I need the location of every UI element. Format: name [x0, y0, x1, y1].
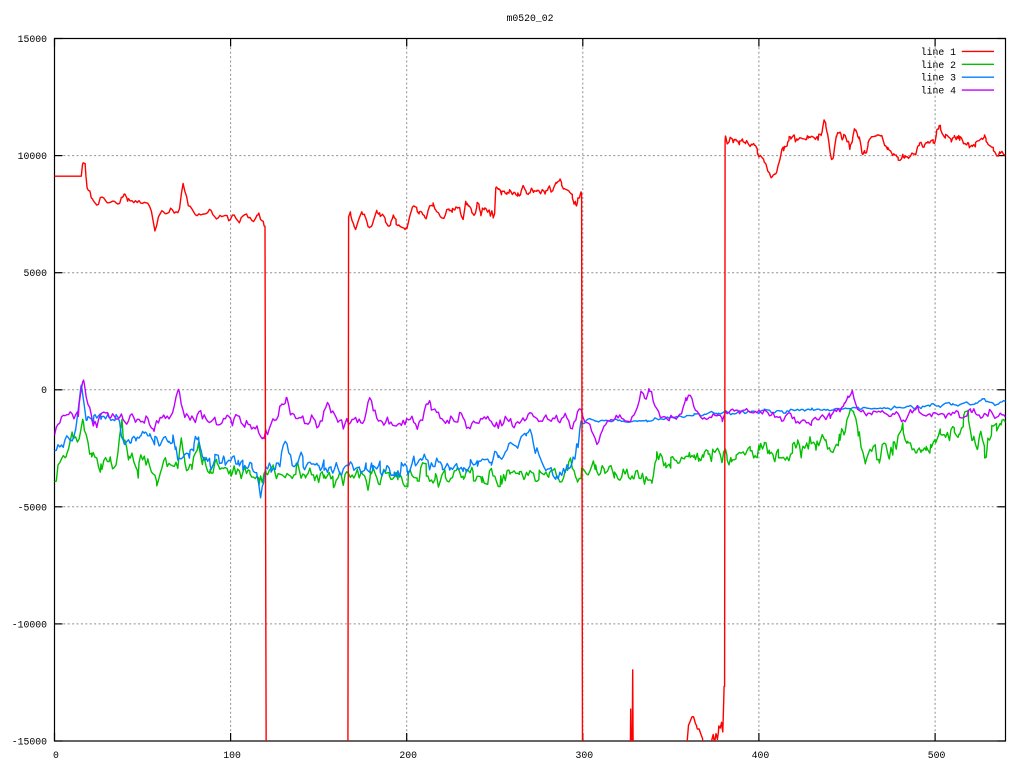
svg-text:0: 0	[53, 750, 59, 761]
svg-text:0: 0	[41, 385, 47, 396]
svg-text:100: 100	[223, 750, 241, 761]
svg-text:15000: 15000	[18, 34, 48, 45]
svg-text:m0520_02: m0520_02	[506, 13, 553, 24]
svg-text:line 2: line 2	[921, 60, 956, 71]
svg-text:line 1: line 1	[921, 47, 956, 58]
svg-text:400: 400	[752, 750, 770, 761]
svg-text:-5000: -5000	[18, 502, 48, 513]
svg-text:500: 500	[928, 750, 946, 761]
svg-text:5000: 5000	[23, 268, 47, 279]
svg-text:-15000: -15000	[12, 737, 47, 748]
svg-text:300: 300	[575, 750, 593, 761]
svg-text:line 3: line 3	[921, 73, 956, 84]
svg-text:10000: 10000	[18, 151, 48, 162]
svg-text:-10000: -10000	[12, 619, 47, 630]
svg-text:200: 200	[399, 750, 417, 761]
svg-text:line 4: line 4	[921, 86, 956, 97]
